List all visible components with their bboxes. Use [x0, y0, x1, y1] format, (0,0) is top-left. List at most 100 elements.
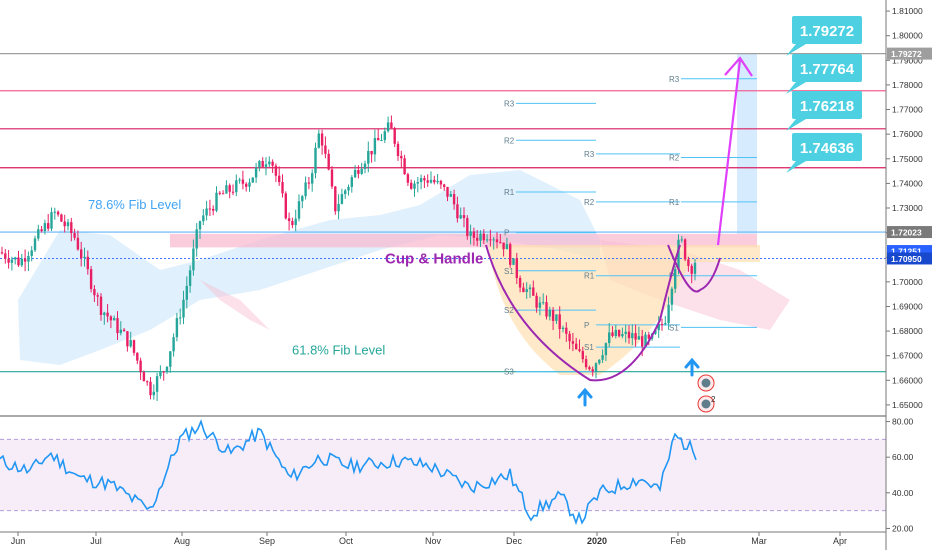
candle-body — [479, 233, 482, 241]
candle-body — [456, 204, 459, 219]
candle-body — [238, 179, 241, 181]
candle-body — [70, 222, 73, 234]
candle-body — [139, 360, 142, 373]
candle-body — [654, 330, 657, 334]
candle-body — [86, 256, 89, 270]
candle-body — [314, 147, 317, 174]
candle-body — [426, 180, 429, 183]
candle-body — [33, 238, 37, 251]
candle-body — [360, 168, 363, 174]
candle-body — [152, 391, 155, 396]
candle-body — [617, 329, 621, 337]
candle-body — [634, 333, 637, 340]
candle-body — [195, 229, 198, 249]
candle-body — [350, 177, 353, 187]
candle-body — [472, 231, 476, 238]
candle-body — [548, 310, 551, 317]
candle-body — [221, 193, 225, 195]
candle-body — [551, 310, 555, 321]
cup-curve — [485, 244, 681, 382]
candle-body — [641, 336, 644, 347]
candle-body — [647, 334, 650, 339]
candle-body — [63, 221, 66, 227]
candle-body — [106, 312, 109, 317]
candle-body — [446, 186, 449, 197]
candle-body — [512, 258, 515, 265]
candle-body — [429, 179, 433, 183]
candle-body — [284, 193, 287, 219]
handle-curve — [667, 244, 721, 293]
candle-body — [76, 237, 80, 250]
pivot-label: R2 — [584, 198, 595, 207]
candle-body — [245, 183, 248, 187]
candle-body — [532, 287, 535, 296]
candle-body — [146, 381, 149, 383]
time-tick-label: 2020 — [587, 536, 607, 546]
candle-body — [248, 182, 251, 187]
price-tick-label: 1.68000 — [892, 326, 923, 336]
price-tick-label: 1.65000 — [892, 400, 923, 410]
candle-body — [297, 201, 301, 219]
candle-body — [185, 285, 188, 300]
candle-body — [621, 333, 624, 337]
pivot-label: R1 — [669, 198, 680, 207]
candle-body — [419, 178, 423, 183]
callout-pointer — [786, 161, 806, 173]
callout-pointer — [786, 44, 806, 56]
candle-body — [509, 244, 512, 265]
pivot-label: R3 — [504, 99, 515, 108]
candle-body — [413, 183, 416, 189]
candle-body — [83, 256, 86, 259]
event-badge-dot — [701, 378, 711, 388]
candle-body — [535, 295, 538, 308]
candle-body — [304, 182, 307, 197]
candle-body — [129, 340, 132, 347]
target-callout-label: 1.74636 — [800, 140, 854, 157]
pivot-label: S3 — [504, 368, 514, 377]
candle-body — [674, 269, 677, 289]
pivot-label: S1 — [669, 323, 679, 332]
candle-body — [383, 131, 386, 141]
candle-body — [495, 239, 499, 243]
candle-body — [608, 332, 611, 344]
candle-body — [624, 331, 627, 334]
fib-786-label: 78.6% Fib Level — [88, 197, 181, 212]
candle-body — [47, 223, 50, 229]
candle-body — [393, 128, 396, 144]
candle-body — [452, 194, 456, 205]
candle-body — [254, 167, 258, 178]
candle-body — [439, 180, 443, 185]
candle-body — [169, 351, 172, 367]
candle-body — [241, 179, 245, 184]
time-tick-label: Nov — [425, 536, 442, 546]
candle-body — [287, 218, 291, 222]
price-tick-label: 1.67000 — [892, 351, 923, 361]
candle-body — [459, 215, 462, 219]
candle-body — [179, 317, 182, 319]
candle-body — [126, 331, 129, 347]
candle-body — [268, 161, 271, 165]
candle-body — [423, 178, 426, 181]
price-tick-label: 1.66000 — [892, 375, 923, 385]
candle-body — [50, 212, 53, 229]
candle-body — [182, 299, 185, 318]
candle-body — [7, 258, 10, 263]
candle-body — [89, 269, 93, 289]
rsi-tick-label: 60.00 — [892, 452, 914, 462]
rsi-line — [0, 419, 697, 526]
candle-body — [73, 233, 76, 238]
candle-body — [377, 138, 380, 141]
candle-body — [66, 222, 70, 227]
candle-body — [294, 218, 297, 226]
target-callout — [792, 16, 862, 44]
arrow-up-icon — [577, 387, 593, 407]
callout-pointer — [786, 119, 806, 131]
candle-body — [631, 333, 634, 339]
target-callout — [792, 133, 862, 161]
candle-body — [469, 231, 472, 236]
candle-body — [373, 138, 377, 155]
candle-body — [505, 244, 509, 250]
time-tick-label: Jul — [90, 536, 102, 546]
